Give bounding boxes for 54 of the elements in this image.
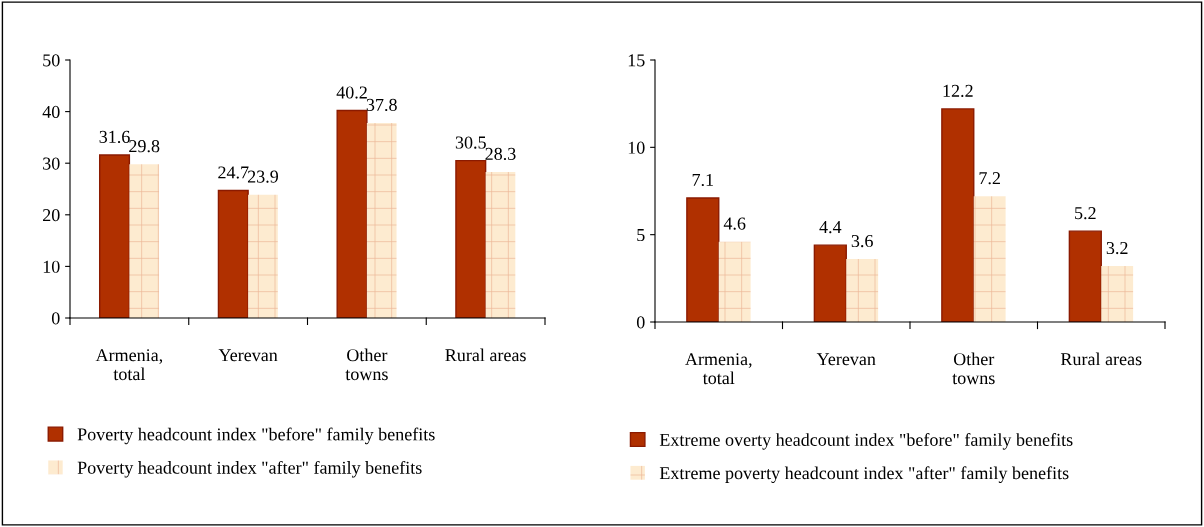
y-tick-label: 10 [43, 260, 60, 273]
data-label: 3.2 [1106, 241, 1128, 255]
data-label: 37.8 [366, 98, 397, 112]
y-tick-label: 50 [43, 54, 60, 67]
bar [366, 122, 397, 318]
bar [1101, 266, 1134, 322]
x-tick-label: Yerevan [218, 349, 278, 362]
bar [973, 196, 1006, 322]
y-tick-label: 20 [43, 209, 60, 222]
y-tick-label: 15 [628, 54, 645, 67]
y-tick-label: 0 [51, 312, 60, 325]
legend-label: Extreme overty headcount index "before" family benefits [659, 433, 1073, 450]
data-label: 3.6 [851, 234, 873, 248]
data-label: 7.1 [692, 173, 714, 187]
bar [98, 154, 131, 318]
data-label: 12.2 [943, 84, 973, 97]
legend-label: Poverty headcount index "before" family benefits [77, 427, 435, 445]
data-label: 4.6 [723, 217, 746, 230]
data-label: 30.5 [455, 136, 486, 149]
bar [336, 109, 368, 318]
bar [718, 241, 751, 322]
data-label: 40.2 [336, 86, 367, 99]
bar [248, 194, 278, 318]
bar [813, 244, 847, 322]
data-label: 4.4 [819, 221, 842, 234]
legend-label: Poverty headcount index "after" family benefits [77, 460, 422, 478]
y-tick-label: 10 [628, 141, 645, 154]
bar [485, 171, 516, 318]
data-label: 5.2 [1075, 207, 1096, 220]
bar [1068, 230, 1102, 322]
data-label: 24.7 [218, 166, 249, 179]
y-tick-label: 0 [636, 316, 645, 329]
x-tick-label: Yerevan [816, 353, 876, 366]
bar [455, 159, 487, 318]
bar [846, 259, 879, 322]
data-label: 31.6 [99, 130, 130, 144]
data-label: 28.3 [485, 147, 516, 161]
y-tick-label: 40 [42, 105, 60, 119]
data-label: 23.9 [247, 170, 279, 183]
bar [941, 108, 975, 322]
x-tick-label: Rural areas [445, 348, 526, 362]
x-tick-label: Armenia, total [95, 349, 163, 381]
bar [686, 197, 720, 322]
x-tick-label: Other towns [952, 352, 995, 385]
legend-label: Extreme poverty headcount index "after" family benefits [659, 466, 1069, 483]
data-label: 7.2 [979, 172, 1000, 185]
x-tick-label: Rural areas [1060, 352, 1142, 366]
y-tick-label: 30 [43, 157, 60, 170]
x-tick-label: Armenia, total [685, 353, 752, 385]
data-label: 29.8 [129, 140, 160, 153]
bar [129, 164, 160, 318]
x-tick-label: Other towns [345, 348, 388, 381]
y-tick-label: 5 [637, 229, 645, 242]
bar [217, 189, 249, 318]
